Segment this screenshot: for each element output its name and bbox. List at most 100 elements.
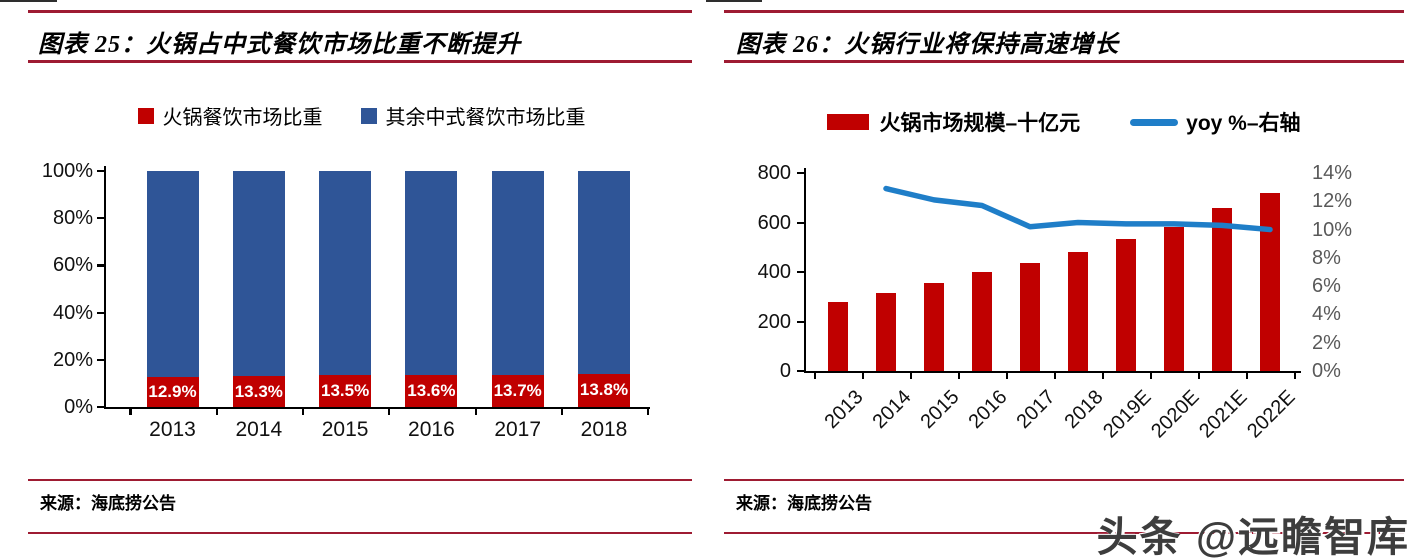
fig25-source: 来源：海底捞公告: [40, 494, 176, 513]
fig26-source-rule: [724, 479, 1404, 481]
bar-2017-hotpot: [491, 374, 544, 407]
y-axis-tick: [97, 311, 105, 314]
data-label-2017: 13.7%: [493, 380, 542, 400]
y-axis-tick: [97, 264, 105, 267]
legend-label: 火锅餐饮市场比重: [162, 107, 323, 129]
x-axis-label-2017: 2017: [494, 418, 542, 441]
bar-2013-other: [146, 171, 199, 377]
x-axis-label-2018: 2018: [580, 418, 628, 441]
left-axis-label: 600: [757, 211, 791, 234]
page-edge-mark-right: [706, 0, 762, 2]
fig26-title-rule: [724, 60, 1404, 63]
x-axis-label-2015: 2015: [321, 418, 369, 441]
x-axis-line: [804, 371, 1301, 374]
bar-2021E: [1212, 208, 1232, 371]
x-axis-tick: [129, 407, 132, 415]
left-axis-label: 800: [757, 162, 791, 184]
bar-2018-other: [578, 171, 630, 375]
bar-2015-hotpot: [319, 375, 372, 407]
fig25-source-rule: [28, 479, 692, 481]
x-axis-tick: [958, 371, 961, 379]
y-axis-line: [804, 168, 807, 373]
fig26-top-rule: [724, 10, 1404, 13]
left-axis-tick: [797, 271, 805, 274]
left-axis-tick: [797, 172, 805, 175]
data-label-2018: 13.8%: [579, 380, 629, 400]
page-edge-mark-left: [0, 0, 57, 2]
x-axis-tick: [862, 371, 865, 379]
fig26-title: 图表 26：火锅行业将保持高速增长: [736, 32, 1119, 58]
bar-2019E: [1116, 239, 1136, 371]
bar-2014-other: [232, 171, 285, 376]
x-axis-label-2016: 2016: [408, 418, 455, 441]
y-axis-label: 40%: [52, 301, 93, 324]
y-axis-label: 100%: [41, 160, 93, 182]
x-axis-tick: [1198, 371, 1201, 379]
data-label-2016: 13.6%: [407, 380, 456, 400]
left-axis-tick: [797, 221, 805, 224]
bar-2013: [828, 301, 848, 371]
right-axis-label: 14%: [1312, 162, 1353, 184]
y-axis-label: 80%: [52, 207, 93, 230]
left-axis-tick: [797, 370, 805, 373]
legend-label: yoy %–右轴: [1186, 112, 1301, 135]
bar-2016-hotpot: [405, 374, 458, 407]
x-axis-tick: [560, 407, 564, 415]
x-axis-tick: [1006, 371, 1009, 379]
bar-2016-other: [405, 171, 458, 375]
x-axis-tick: [1246, 371, 1249, 379]
bar-2022E: [1260, 193, 1280, 371]
legend-label: 其余中式餐饮市场比重: [385, 107, 586, 129]
bar-2018: [1068, 251, 1088, 371]
bar-2020E: [1164, 227, 1184, 371]
fig25-title: 图表 25：火锅占中式餐饮市场比重不断提升: [38, 32, 521, 58]
right-axis-label: 0%: [1312, 360, 1341, 382]
fig26-source: 来源：海底捞公告: [736, 494, 872, 513]
bar-2014-hotpot: [232, 375, 285, 407]
y-axis-label: 20%: [52, 348, 93, 371]
x-axis-tick: [647, 407, 650, 415]
bar-2013-hotpot: [146, 376, 199, 407]
y-axis-label: 0%: [64, 396, 93, 418]
market-size-swatch: [827, 114, 870, 130]
left-axis-label: 0: [779, 360, 791, 382]
y-axis-label: 60%: [52, 254, 93, 277]
x-axis-label-2014: 2014: [235, 418, 283, 441]
x-axis-tick: [301, 407, 305, 415]
bar-2015-other: [319, 171, 372, 376]
x-axis-tick: [814, 371, 817, 379]
legend-item-other-share: 其余中式餐饮市场比重: [360, 101, 586, 130]
fig26-legend: 火锅市场规模–十亿元 yoy %–右轴: [724, 107, 1404, 137]
right-axis-label: 10%: [1312, 218, 1353, 241]
left-axis-label: 200: [757, 310, 791, 333]
right-axis-label: 8%: [1312, 246, 1341, 269]
legend-item-hotpot-share: 火锅餐饮市场比重: [137, 101, 323, 130]
data-label-2015: 13.5%: [320, 381, 370, 401]
legend-label: 火锅市场规模–十亿元: [879, 112, 1081, 135]
x-axis-tick: [910, 371, 913, 379]
hotpot-share-swatch: [137, 107, 154, 124]
bar-2016: [972, 272, 992, 371]
x-axis-tick: [1150, 371, 1153, 379]
legend-item-market-size: 火锅市场规模–十亿元: [827, 107, 1080, 137]
bar-2017-other: [491, 171, 544, 375]
x-axis-tick: [388, 407, 391, 415]
right-axis-label: 2%: [1312, 331, 1341, 354]
data-label-2014: 13.3%: [234, 381, 283, 401]
bar-2017: [1020, 262, 1040, 371]
fig25-top-rule: [28, 10, 692, 13]
right-axis-label: 4%: [1312, 303, 1341, 326]
bar-2014: [876, 292, 896, 371]
bar-2018-hotpot: [578, 374, 630, 407]
y-axis-tick: [97, 170, 105, 173]
data-label-2013: 12.9%: [148, 381, 197, 401]
right-axis-label: 6%: [1312, 275, 1341, 298]
y-axis-tick: [97, 217, 105, 220]
fig25-bottom-rule: [28, 532, 692, 534]
left-axis-label: 400: [757, 261, 791, 283]
x-axis-tick: [1054, 371, 1057, 379]
